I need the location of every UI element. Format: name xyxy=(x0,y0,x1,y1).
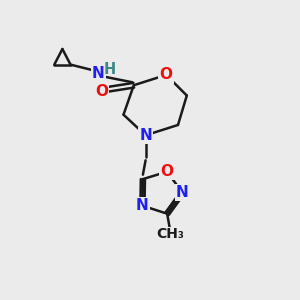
Text: O: O xyxy=(160,164,174,179)
Text: N: N xyxy=(139,128,152,143)
Text: H: H xyxy=(103,62,116,77)
Text: O: O xyxy=(160,68,173,82)
Text: N: N xyxy=(176,185,189,200)
Text: N: N xyxy=(92,66,105,81)
Text: N: N xyxy=(136,198,149,213)
Text: CH₃: CH₃ xyxy=(156,227,184,241)
Text: O: O xyxy=(95,84,108,99)
